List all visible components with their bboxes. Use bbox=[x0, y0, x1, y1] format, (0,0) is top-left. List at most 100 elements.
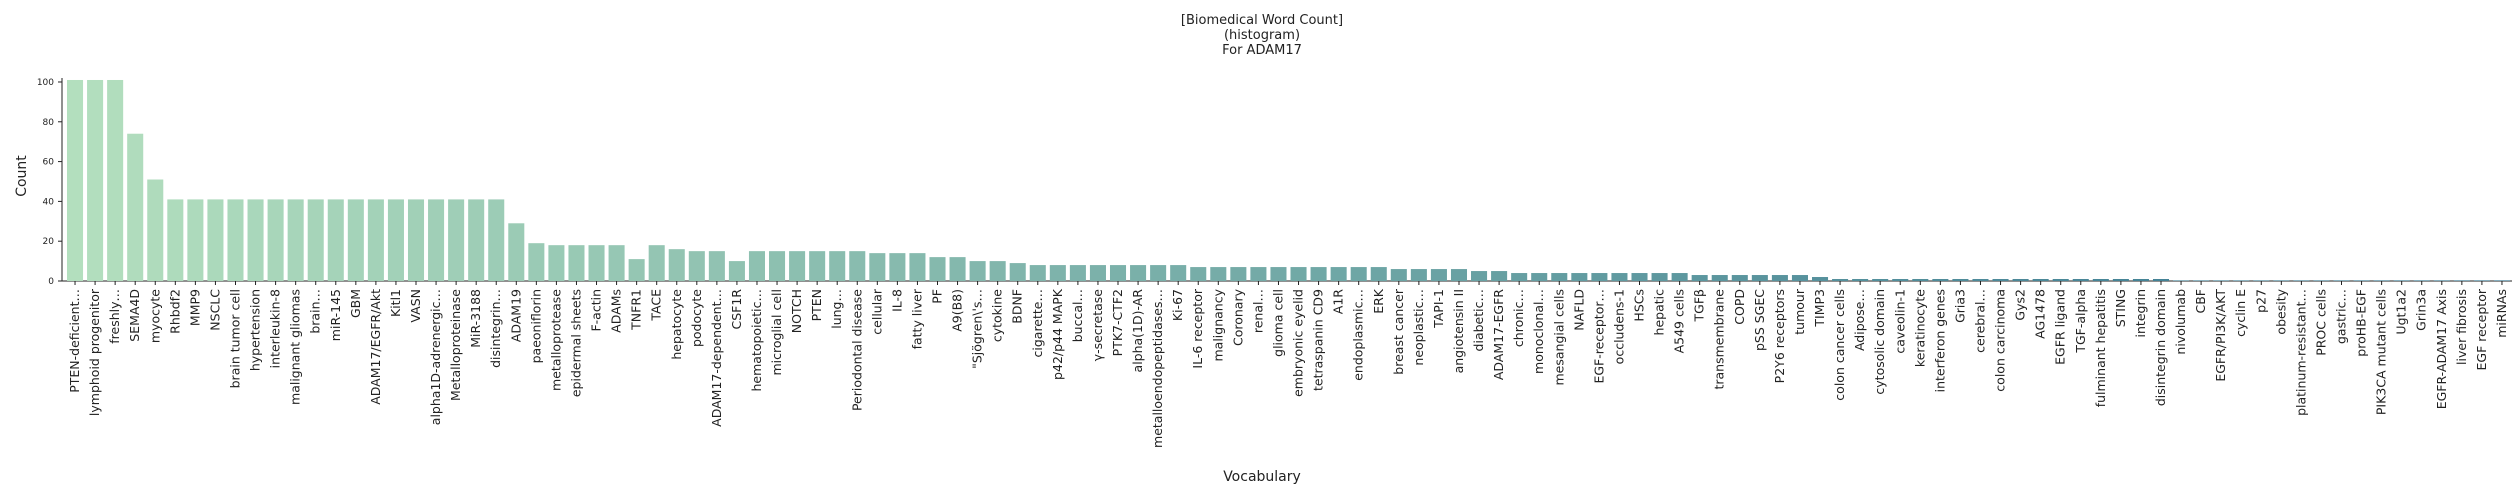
bar bbox=[1731, 275, 1748, 281]
x-tick-label: gastric… bbox=[2334, 289, 2349, 344]
bar bbox=[1711, 275, 1728, 281]
bar bbox=[1029, 265, 1046, 281]
x-tick-label: brain… bbox=[308, 289, 323, 334]
bar bbox=[869, 253, 886, 281]
x-tick-label: COPD bbox=[1732, 289, 1747, 325]
bar bbox=[1832, 279, 1849, 281]
bar bbox=[1932, 279, 1949, 281]
bar bbox=[508, 223, 525, 281]
x-tick-label: alpha1D-adrenergic… bbox=[428, 289, 443, 425]
bar bbox=[849, 251, 866, 281]
bar bbox=[2092, 279, 2109, 281]
bar bbox=[588, 245, 605, 281]
y-tick-label: 80 bbox=[43, 118, 55, 128]
bar bbox=[227, 199, 244, 281]
bar bbox=[1651, 273, 1668, 281]
bar bbox=[1611, 273, 1628, 281]
x-tick-label: PTK7-CTF2 bbox=[1110, 289, 1125, 356]
bar bbox=[1892, 279, 1909, 281]
bar bbox=[2473, 280, 2490, 282]
bar bbox=[1170, 265, 1187, 281]
x-tick-label: TIMP3 bbox=[1812, 289, 1827, 328]
bar bbox=[668, 249, 685, 281]
y-tick-label: 40 bbox=[43, 197, 55, 207]
x-tick-label: hematopoietic… bbox=[749, 289, 764, 392]
x-tick-label: GBM bbox=[348, 289, 363, 318]
bar bbox=[1069, 265, 1086, 281]
bar bbox=[608, 245, 625, 281]
x-tick-label: EGF-receptor… bbox=[1591, 289, 1606, 384]
x-tick-label: mesangial cells bbox=[1551, 289, 1566, 386]
bar bbox=[1811, 277, 1829, 281]
bar bbox=[528, 243, 545, 281]
y-tick-label: 60 bbox=[43, 158, 55, 168]
bar bbox=[969, 261, 986, 281]
x-tick-label: paeoniflorin bbox=[528, 289, 543, 363]
bar bbox=[2233, 280, 2250, 282]
bar bbox=[287, 199, 304, 281]
x-tick-label: TAPI-1 bbox=[1431, 289, 1446, 329]
x-tick-label: tumour bbox=[1792, 288, 1807, 335]
x-tick-label: AG1478 bbox=[2033, 289, 2048, 339]
bar bbox=[989, 261, 1006, 281]
bar bbox=[2132, 279, 2149, 281]
x-tick-label: embryonic eyelid bbox=[1291, 289, 1306, 397]
bar bbox=[2253, 280, 2270, 282]
x-tick-label: proHB-EGF bbox=[2354, 289, 2369, 357]
bar bbox=[2313, 280, 2330, 282]
bar bbox=[1370, 267, 1387, 281]
x-tick-label: A1R bbox=[1331, 289, 1346, 315]
x-tick-label: NAFLD bbox=[1571, 289, 1586, 331]
bar bbox=[1109, 265, 1127, 281]
x-tick-label: disintegrin… bbox=[488, 289, 503, 368]
x-tick-label: pSS SGEC bbox=[1752, 289, 1767, 351]
bar bbox=[1270, 267, 1287, 281]
bar bbox=[448, 199, 465, 281]
bar bbox=[1751, 275, 1768, 281]
x-tick-label: platinum-resistant… bbox=[2293, 289, 2308, 416]
bar bbox=[789, 251, 806, 281]
bar bbox=[688, 251, 705, 281]
bar bbox=[1771, 275, 1788, 281]
x-tick-label: ADAM17-EGFR bbox=[1491, 289, 1506, 380]
bar bbox=[347, 199, 364, 281]
x-tick-label: PIK3CA mutant cells bbox=[2374, 289, 2389, 415]
bar bbox=[2173, 280, 2190, 282]
x-tick-label: alpha(1D)-AR bbox=[1130, 289, 1145, 373]
x-tick-label: miRNAs bbox=[2494, 289, 2509, 338]
bar bbox=[147, 179, 164, 281]
x-tick-label: MMP9 bbox=[187, 289, 202, 326]
x-tick-label: Grin3a bbox=[2414, 289, 2429, 331]
bar bbox=[648, 245, 665, 281]
x-tick-label: myocyte bbox=[147, 289, 162, 343]
x-tick-label: PROC cells bbox=[2313, 289, 2328, 356]
x-tick-label: microglial cell bbox=[769, 289, 784, 376]
x-tick-label: cerebral… bbox=[1972, 289, 1987, 353]
x-tick-label: neoplastic… bbox=[1411, 289, 1426, 366]
x-tick-label: ADAM17-dependent… bbox=[709, 289, 724, 427]
x-tick-label: buccal… bbox=[1070, 289, 1085, 342]
bar bbox=[1471, 271, 1488, 281]
bar bbox=[1450, 269, 1468, 281]
x-tick-label: p27 bbox=[2253, 289, 2268, 313]
x-tick-label: lymphoid progenitor bbox=[87, 288, 102, 416]
x-tick-label: EGFR/PI3K/AKT bbox=[2213, 289, 2228, 382]
x-tick-label: monoclonal… bbox=[1531, 289, 1546, 374]
x-tick-label: IL-8 bbox=[889, 289, 904, 312]
bar bbox=[1591, 273, 1608, 281]
bar bbox=[1330, 267, 1347, 281]
x-tick-label: A9(B8) bbox=[950, 289, 965, 332]
bar bbox=[247, 199, 264, 281]
x-tick-label: MiR-3188 bbox=[468, 289, 483, 348]
x-tick-label: breast cancer bbox=[1391, 288, 1406, 375]
bar bbox=[127, 133, 144, 281]
x-tick-label: diabetic… bbox=[1471, 289, 1486, 351]
chart-title-line-1: [Biomedical Word Count] bbox=[1181, 13, 1343, 28]
x-tick-label: podocyte bbox=[689, 289, 704, 347]
bar bbox=[2152, 279, 2170, 281]
x-tick-label: BDNF bbox=[1010, 289, 1025, 324]
bar bbox=[568, 245, 585, 281]
bar bbox=[307, 199, 324, 281]
bar bbox=[1250, 267, 1267, 281]
x-tick-label: renal… bbox=[1250, 289, 1265, 333]
